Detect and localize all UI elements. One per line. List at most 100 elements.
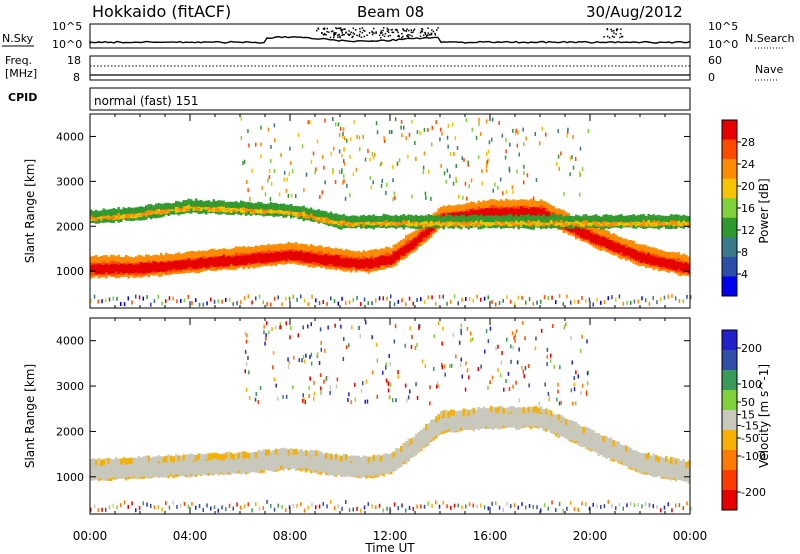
nsearch-dot	[402, 35, 404, 38]
data-cell	[567, 228, 570, 235]
nsearch-dot	[333, 36, 335, 39]
data-cell	[397, 215, 400, 222]
nsearch-dot	[378, 34, 381, 36]
data-cell	[360, 215, 363, 222]
data-cell	[490, 215, 493, 222]
data-cell	[530, 198, 533, 205]
data-cell	[592, 226, 595, 233]
data-cell	[430, 215, 433, 221]
data-cell	[140, 206, 143, 213]
data-cell	[582, 217, 585, 224]
data-cell	[220, 200, 223, 207]
data-cell	[660, 215, 663, 222]
data-cell	[567, 215, 570, 222]
data-cell	[205, 251, 208, 258]
data-cell	[647, 214, 650, 220]
data-cell	[285, 252, 288, 259]
data-cell	[662, 215, 665, 222]
data-cell	[545, 201, 548, 208]
data-cell	[472, 201, 475, 208]
data-cell	[342, 213, 345, 220]
nsearch-dot	[412, 29, 415, 32]
data-cell	[657, 249, 660, 256]
data-cell	[317, 245, 320, 252]
data-cell	[260, 208, 263, 214]
data-cell	[302, 256, 305, 262]
data-cell	[105, 260, 108, 267]
data-cell	[595, 227, 598, 233]
data-cell	[402, 214, 405, 220]
data-cell	[145, 205, 148, 212]
data-cell	[197, 250, 200, 257]
nsearch-dot	[317, 28, 320, 30]
data-cell	[570, 215, 573, 222]
data-cell	[162, 255, 165, 262]
data-cell	[370, 215, 373, 222]
nsearch-dot	[616, 28, 619, 30]
nsearch-dot	[620, 28, 622, 30]
data-cell	[620, 237, 623, 244]
nsearch-dot	[430, 32, 433, 35]
nsearch-dot	[419, 35, 422, 37]
data-cell	[480, 202, 483, 209]
beam-title: Beam 08	[357, 3, 424, 21]
data-cell	[515, 214, 518, 221]
data-cell	[247, 201, 250, 208]
data-cell	[210, 248, 213, 255]
data-cell	[320, 214, 323, 221]
data-cell	[317, 209, 320, 216]
data-cell	[162, 203, 165, 210]
data-cell	[415, 237, 418, 244]
nsearch-dot	[611, 30, 613, 32]
data-cell	[260, 245, 263, 251]
data-cell	[325, 211, 328, 218]
data-cell	[110, 209, 113, 215]
data-cell	[590, 215, 593, 222]
noise-panel-frame	[89, 23, 691, 49]
data-cell	[110, 258, 113, 265]
data-cell	[517, 223, 520, 230]
data-cell	[245, 247, 248, 254]
data-cell	[270, 201, 273, 208]
data-cell	[177, 252, 180, 259]
data-cell	[102, 216, 105, 222]
data-cell	[232, 201, 235, 208]
data-cell	[325, 217, 328, 224]
data-cell	[140, 259, 143, 266]
nsearch-dot	[338, 33, 340, 36]
data-cell	[457, 216, 460, 222]
nsearch-dot	[371, 33, 374, 36]
data-cell	[260, 202, 263, 209]
data-cell	[295, 254, 298, 261]
data-cell	[642, 244, 645, 251]
data-cell	[205, 200, 208, 207]
data-cell	[435, 221, 438, 228]
data-cell	[197, 205, 200, 212]
data-cell	[580, 220, 583, 227]
data-cell	[600, 216, 603, 223]
data-cell	[587, 230, 590, 237]
data-cell	[285, 243, 288, 250]
data-cell	[117, 207, 120, 214]
nsearch-dot	[337, 36, 339, 38]
data-cell	[192, 251, 195, 257]
data-cell	[460, 205, 463, 212]
data-cell	[255, 251, 258, 258]
data-cell	[207, 249, 210, 256]
data-cell	[152, 258, 155, 265]
data-cell	[605, 235, 608, 242]
data-cell	[345, 215, 348, 222]
data-cell	[635, 244, 638, 250]
data-cell	[237, 246, 240, 253]
data-cell	[600, 229, 603, 236]
nsearch-dot	[334, 33, 337, 35]
data-cell	[450, 206, 453, 213]
data-cell	[462, 214, 465, 221]
data-cell	[130, 260, 133, 267]
data-cell	[195, 251, 198, 258]
data-cell	[632, 214, 635, 221]
data-cell	[660, 249, 663, 256]
noise-traces	[89, 27, 691, 44]
data-cell	[145, 254, 148, 261]
